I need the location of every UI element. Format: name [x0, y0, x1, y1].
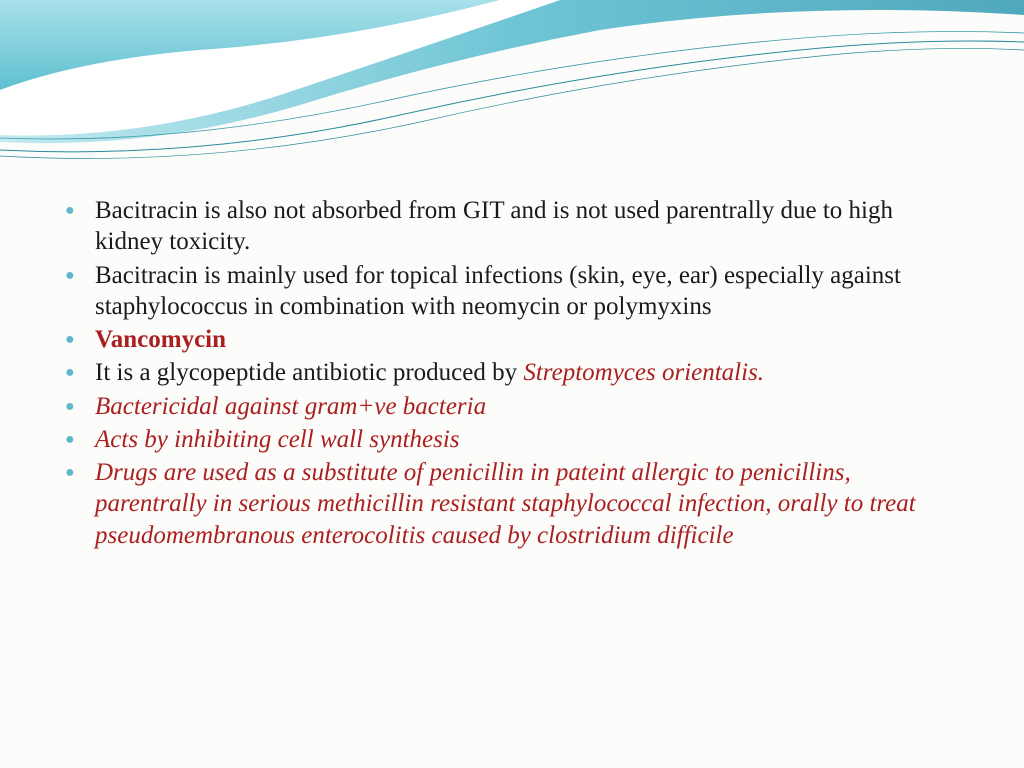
- slide-content: Bacitracin is also not absorbed from GIT…: [65, 195, 959, 553]
- bullet-list: Bacitracin is also not absorbed from GIT…: [65, 195, 959, 551]
- bullet-text-heading: Vancomycin: [95, 326, 226, 353]
- bullet-text: Bacitracin is mainly used for topical in…: [95, 262, 901, 320]
- bullet-text-prefix: It is a glycopeptide antibiotic produced…: [95, 359, 523, 386]
- bullet-item: Bacitracin is mainly used for topical in…: [65, 260, 959, 323]
- bullet-text: Bacitracin is also not absorbed from GIT…: [95, 197, 893, 255]
- bullet-item: Acts by inhibiting cell wall synthesis: [65, 424, 959, 455]
- bullet-item: Drugs are used as a substitute of penici…: [65, 457, 959, 551]
- bullet-text-emphasis: Streptomyces orientalis.: [523, 359, 764, 386]
- bullet-item: Bacitracin is also not absorbed from GIT…: [65, 195, 959, 258]
- bullet-text-emphasis: Drugs are used as a substitute of penici…: [95, 459, 916, 549]
- bullet-text-emphasis: Acts by inhibiting cell wall synthesis: [95, 426, 460, 453]
- bullet-item: Bactericidal against gram+ve bacteria: [65, 391, 959, 422]
- wave-header-decoration: [0, 0, 1024, 200]
- bullet-item: It is a glycopeptide antibiotic produced…: [65, 357, 959, 388]
- bullet-text-emphasis: Bactericidal against gram+ve bacteria: [95, 393, 486, 420]
- bullet-item: Vancomycin: [65, 324, 959, 355]
